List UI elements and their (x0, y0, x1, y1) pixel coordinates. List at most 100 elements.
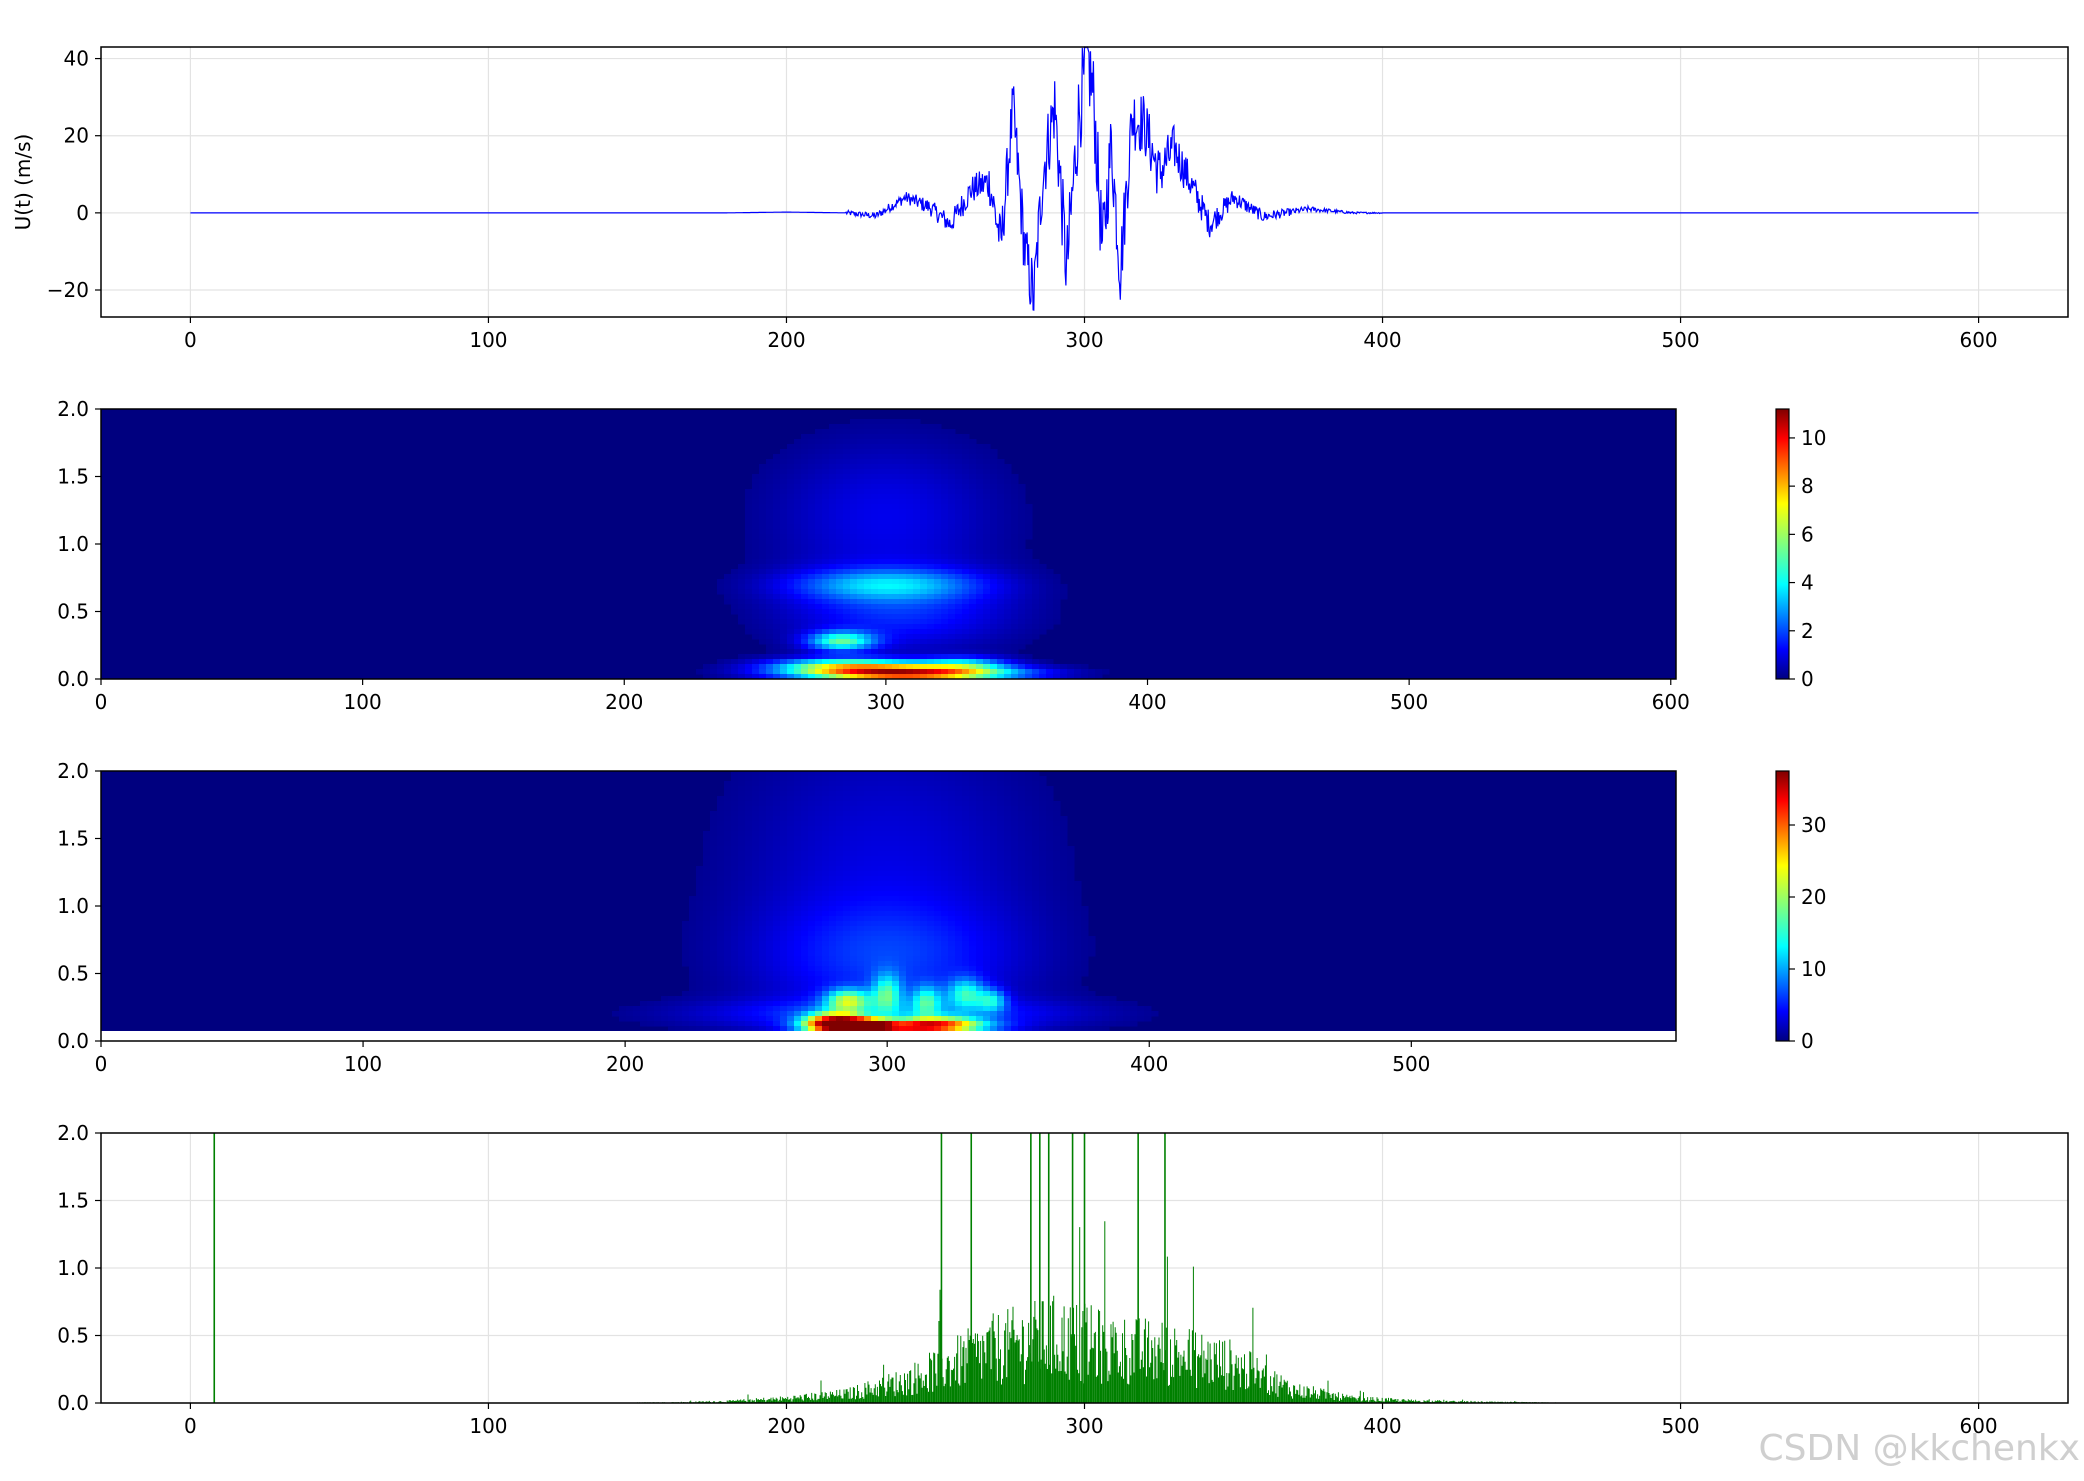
stft-heatmap-cell (892, 444, 900, 450)
cwt-heatmap-cell (934, 771, 942, 777)
cwt-heatmap-cell (899, 806, 907, 812)
stft-heatmap-cell (1011, 534, 1019, 540)
cwt-heatmap-cell (640, 1011, 648, 1017)
stft-heatmap-cell (801, 439, 809, 445)
stft-heatmap-cell (983, 499, 991, 505)
cwt-heatmap-cell (990, 891, 998, 897)
cwt-heatmap-cell (787, 1016, 795, 1022)
cwt-heatmap-cell (955, 881, 963, 887)
cwt-heatmap-cell (773, 826, 781, 832)
stft-heatmap-cell (983, 604, 991, 610)
cwt-heatmap-cell (850, 806, 858, 812)
cwt-heatmap-cell (843, 1011, 851, 1017)
cwt-heatmap-cell (934, 891, 942, 897)
cwt-heatmap-cell (829, 831, 837, 837)
cwt-heatmap-cell (1025, 931, 1033, 937)
cwt-heatmap-cell (787, 841, 795, 847)
stft-heatmap-cell (1011, 484, 1019, 490)
stft-heatmap-cell (773, 594, 781, 600)
stft-heatmap-cell (766, 479, 774, 485)
cwt-heatmap-cell (738, 926, 746, 932)
cwt-heatmap-cell (913, 811, 921, 817)
stft-heatmap-cell (808, 444, 816, 450)
stft-heatmap-cell (808, 659, 816, 665)
stft-heatmap-cell (815, 604, 823, 610)
cwt-heatmap-cell (878, 986, 886, 992)
cwt-heatmap-cell (899, 821, 907, 827)
cwt-heatmap-cell (927, 1011, 935, 1017)
cwt-heatmap-cell (1123, 1011, 1131, 1017)
stft-heatmap-cell (1018, 514, 1026, 520)
cwt-heatmap-cell (794, 801, 802, 807)
stft-heatmap-cell (878, 449, 886, 455)
cwt-heatmap-cell (997, 916, 1005, 922)
stft-heatmap-cell (850, 484, 858, 490)
cwt-heatmap-cell (948, 956, 956, 962)
cwt-heatmap-cell (738, 961, 746, 967)
stft-heatmap-cell (801, 564, 809, 570)
stft-heatmap-cell (955, 534, 963, 540)
stft-heatmap-cell (892, 574, 900, 580)
cwt-heatmap-cell (1039, 776, 1047, 782)
stft-heatmap-cell (759, 569, 767, 575)
cwt-heatmap-cell (801, 966, 809, 972)
stft-heatmap-cell (990, 454, 998, 460)
cwt-heatmap-cell (871, 1016, 879, 1022)
cwt-heatmap-cell (717, 1021, 725, 1027)
stft-heatmap-cell (787, 514, 795, 520)
cwt-heatmap-cell (780, 841, 788, 847)
cwt-heatmap-cell (794, 806, 802, 812)
cwt-heatmap-cell (836, 781, 844, 787)
stft-heatmap-cell (759, 524, 767, 530)
cwt-heatmap-cell (731, 771, 739, 777)
stft-heatmap-cell (913, 554, 921, 560)
stft-heatmap-cell (913, 539, 921, 545)
cwt-heatmap-cell (710, 886, 718, 892)
stft-heatmap-cell (801, 559, 809, 565)
cwt-heatmap-cell (1074, 996, 1082, 1002)
cwt-heatmap-cell (962, 916, 970, 922)
cwt-heatmap-cell (955, 816, 963, 822)
stft-heatmap-cell (773, 509, 781, 515)
stft-heatmap-cell (948, 524, 956, 530)
stft-heatmap-cell (864, 589, 872, 595)
stft-heatmap-cell (983, 454, 991, 460)
cwt-heatmap-cell (745, 941, 753, 947)
cwt-heatmap-cell (1039, 926, 1047, 932)
cwt-heatmap-cell (962, 926, 970, 932)
stft-heatmap-cell (899, 534, 907, 540)
stft-heatmap-cell (955, 664, 963, 670)
cwt-heatmap-cell (759, 936, 767, 942)
cwt-heatmap-cell (969, 781, 977, 787)
cwt-heatmap-cell (997, 816, 1005, 822)
cwt-heatmap-cell (1018, 806, 1026, 812)
cwt-heatmap-cell (731, 921, 739, 927)
cwt-heatmap-cell (920, 991, 928, 997)
cwt-heatmap-cell (780, 986, 788, 992)
cwt-heatmap-cell (1025, 991, 1033, 997)
stft-heatmap-cell (934, 584, 942, 590)
stft-heatmap-cell (864, 584, 872, 590)
cwt-heatmap-cell (787, 956, 795, 962)
stft-heatmap-cell (906, 609, 914, 615)
cwt-heatmap-cell (990, 861, 998, 867)
cwt-heatmap-cell (997, 956, 1005, 962)
stft-heatmap-cell (1011, 584, 1019, 590)
cwt-heatmap-cell (920, 811, 928, 817)
cwt-heatmap-cell (962, 876, 970, 882)
cwt-heatmap-cell (857, 856, 865, 862)
stft-heatmap-cell (766, 539, 774, 545)
cwt-heatmap-cell (990, 961, 998, 967)
stft-heatmap-cell (773, 519, 781, 525)
stft-heatmap-cell (738, 589, 746, 595)
cwt-heatmap-cell (899, 981, 907, 987)
cwt-heatmap-cell (864, 851, 872, 857)
stft-heatmap-cell (983, 484, 991, 490)
cwt-heatmap-cell (885, 941, 893, 947)
cwt-heatmap-cell (794, 896, 802, 902)
cwt-heatmap-cell (857, 891, 865, 897)
stft-heatmap-cell (899, 569, 907, 575)
stft-heatmap-cell (724, 589, 732, 595)
cwt-heatmap-cell (878, 921, 886, 927)
cwt-heatmap-cell (1032, 1001, 1040, 1007)
